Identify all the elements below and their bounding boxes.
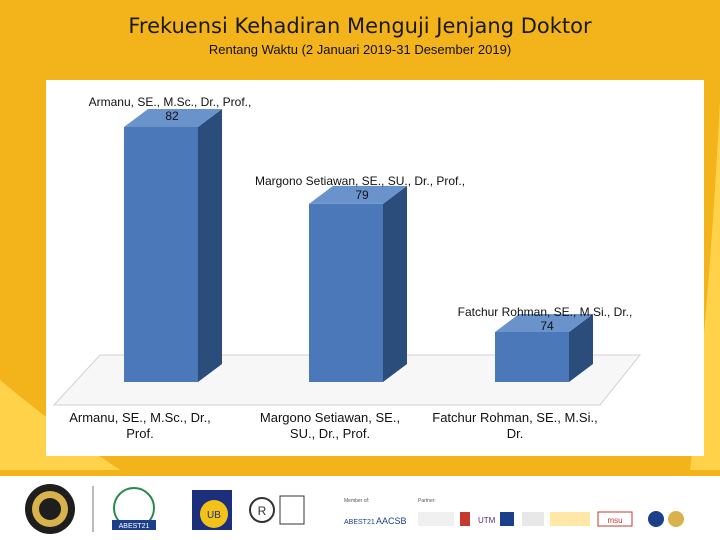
bar-2-side <box>383 185 407 382</box>
certification-logos: R <box>249 495 305 525</box>
svg-text:ABEST21: ABEST21 <box>344 519 375 526</box>
divider <box>92 486 94 532</box>
bar-2-top <box>309 185 407 204</box>
partner-label: Partner: <box>418 498 436 504</box>
page-title: Frekuensi Kehadiran Menguji Jenjang Dokt… <box>128 14 592 38</box>
data-label-value-2: 79 <box>355 188 369 202</box>
svg-text:R: R <box>258 504 267 518</box>
svg-text:ABEST21: ABEST21 <box>119 523 150 530</box>
x-tick-label-1: Armanu, SE., M.Sc., Dr., Prof. <box>69 410 211 441</box>
bar-2 <box>309 203 383 382</box>
bar-1 <box>124 127 198 382</box>
x-tick-label-3: Fatchur Rohman, SE., M.Si., Dr. <box>432 410 598 441</box>
bar-1-top <box>124 109 222 127</box>
data-label-value-3: 74 <box>540 319 554 333</box>
university-seal-logo <box>25 484 75 534</box>
bar-3 <box>495 332 569 382</box>
bar-1-side <box>198 109 222 382</box>
data-label-name-1: Armanu, SE., M.Sc., Dr., Prof., <box>89 95 252 109</box>
svg-text:msu: msu <box>607 516 622 525</box>
data-label-name-3: Fatchur Rohman, SE., M.Si., Dr., <box>458 305 633 319</box>
abest21-logo: ABEST21 <box>112 487 156 530</box>
partner-logos: UTM msu <box>418 511 684 527</box>
member-logos: ABEST21 AACSB <box>344 516 407 526</box>
logo-strip: ABEST21 UB R Member of: ABEST21 AACSB Pa… <box>0 476 720 540</box>
x-tick-label-2: Margono Setiawan, SE., SU., Dr., Prof. <box>259 410 401 441</box>
page-subtitle: Rentang Waktu (2 Januari 2019-31 Desembe… <box>208 42 512 57</box>
svg-text:UTM: UTM <box>478 516 496 525</box>
svg-text:AACSB: AACSB <box>376 516 407 526</box>
bar-3-side <box>569 314 593 382</box>
bar-3-top <box>495 314 593 332</box>
ub-shield-logo: UB <box>192 490 232 530</box>
membership-label: Member of: <box>344 498 370 504</box>
data-label-name-2: Margono Setiawan, SE., SU., Dr., Prof., <box>255 174 465 188</box>
svg-text:UB: UB <box>207 510 221 521</box>
data-label-value-1: 82 <box>165 109 179 123</box>
